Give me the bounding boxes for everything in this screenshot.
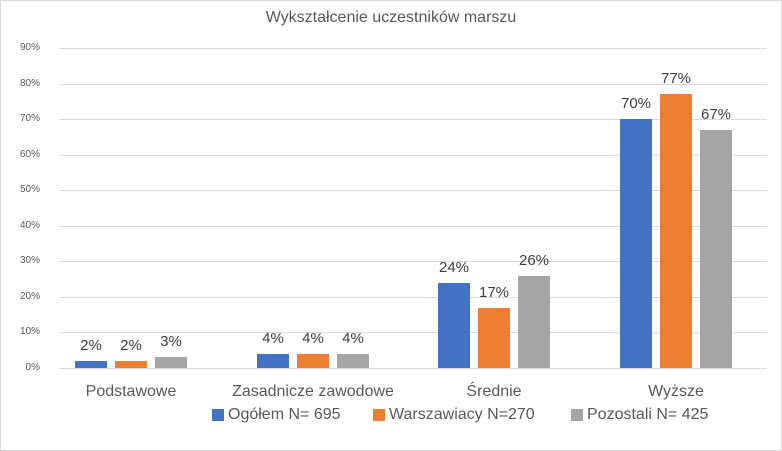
data-label: 24% (438, 258, 470, 276)
data-label: 26% (518, 251, 550, 269)
y-tick-label: 20% (19, 291, 40, 302)
legend-swatch-icon (373, 409, 385, 421)
bar (438, 282, 470, 368)
y-tick-label: 40% (19, 220, 40, 231)
gridline (60, 226, 767, 227)
bar (155, 357, 187, 368)
gridline (60, 155, 767, 156)
bar (337, 353, 369, 368)
legend-swatch-icon (212, 409, 224, 421)
gridline (60, 368, 767, 369)
y-tick-label: 0% (25, 362, 40, 373)
gridline (60, 84, 767, 85)
data-label: 77% (660, 70, 692, 88)
data-label: 2% (80, 336, 102, 354)
y-tick-label: 90% (19, 42, 40, 53)
gridline (60, 190, 767, 191)
y-tick-label: 80% (19, 78, 40, 89)
bar (700, 129, 732, 368)
y-tick-label: 50% (19, 184, 40, 195)
y-tick-label: 30% (19, 255, 40, 266)
legend-label: Ogółem N= 695 (228, 406, 341, 423)
bar (660, 94, 692, 368)
gridline (60, 332, 767, 333)
data-label: 2% (120, 336, 142, 354)
bar (518, 275, 550, 368)
y-tick-label: 10% (19, 326, 40, 337)
bar (75, 360, 107, 368)
data-label: 4% (342, 329, 364, 347)
gridline (60, 119, 767, 120)
x-category-label: Zasadnicze zawodowe (232, 383, 394, 400)
bar (257, 353, 289, 368)
legend-item: Ogółem N= 695 (212, 406, 341, 424)
bar (115, 360, 147, 368)
x-category-label: Średnie (466, 383, 522, 400)
y-tick-label: 70% (19, 113, 40, 124)
legend-swatch-icon (571, 409, 583, 421)
x-category-label: Podstawowe (85, 383, 177, 400)
bar (297, 353, 329, 368)
gridline (60, 261, 767, 262)
legend-label: Pozostali N= 425 (587, 406, 709, 423)
data-label: 67% (700, 105, 732, 123)
legend: Ogółem N= 695 Warszawiacy N=270 Pozostali … (0, 406, 782, 426)
legend-label: Warszawiacy N=270 (389, 406, 535, 423)
y-tick-label: 60% (19, 149, 40, 160)
legend-item: Warszawiacy N=270 (373, 406, 535, 424)
gridline (60, 48, 767, 49)
data-label: 3% (160, 333, 182, 351)
bar (620, 119, 652, 368)
bar (478, 307, 510, 368)
data-label: 17% (478, 283, 510, 301)
x-category-label: Wyższe (648, 383, 704, 400)
legend-item: Pozostali N= 425 (571, 406, 708, 424)
gridline (60, 297, 767, 298)
data-label: 70% (620, 95, 652, 113)
chart-title: Wykształcenie uczestników marszu (265, 9, 517, 26)
data-label: 4% (302, 329, 324, 347)
data-label: 4% (262, 329, 284, 347)
